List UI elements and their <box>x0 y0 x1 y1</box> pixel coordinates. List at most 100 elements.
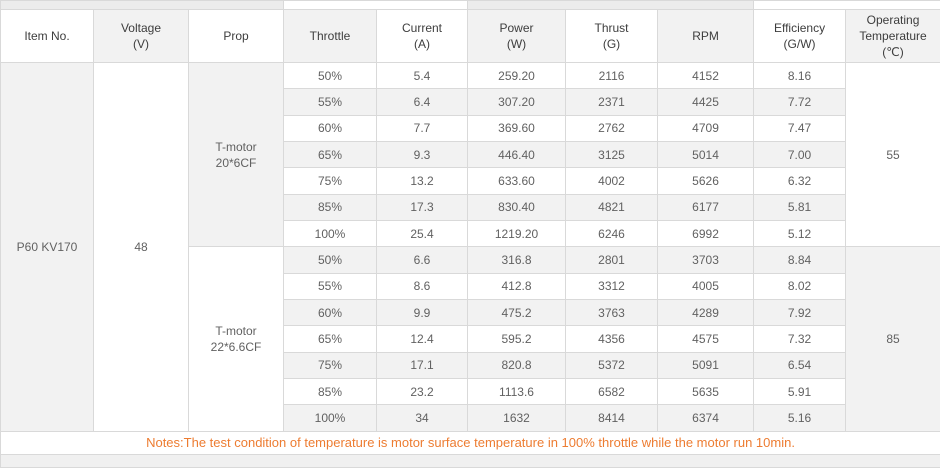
cell-thrust: 4821 <box>565 193 659 222</box>
cell-current: 13.2 <box>376 167 469 195</box>
cell-current: 12.4 <box>376 325 469 353</box>
top-strip-segment <box>467 0 755 10</box>
cell-power: 307.20 <box>467 88 567 116</box>
cell-current: 25.4 <box>376 220 469 248</box>
table-row: 55% 6.4 307.20 2371 4425 7.72 <box>1 88 940 116</box>
cell-rpm: 6177 <box>657 193 755 222</box>
col-header-voltage: Voltage (V) <box>93 9 189 63</box>
header-unit: (A) <box>414 37 431 51</box>
bottom-strip <box>0 454 940 468</box>
cell-current: 17.1 <box>376 351 469 380</box>
cell-efficiency: 7.92 <box>753 299 847 327</box>
cell-current: 23.2 <box>376 378 469 406</box>
header-label: Prop <box>223 28 249 43</box>
cell-throttle: 55% <box>283 88 378 116</box>
cell-throttle: 85% <box>283 193 378 222</box>
cell-throttle: 60% <box>283 299 378 327</box>
cell-power: 820.8 <box>467 351 567 380</box>
cell-current: 34 <box>376 404 469 432</box>
cell-throttle: 50% <box>283 246 378 274</box>
table-row: 65% 12.4 595.2 4356 4575 7.32 <box>1 325 940 353</box>
cell-power: 475.2 <box>467 299 567 327</box>
cell-efficiency: 8.16 <box>753 61 847 90</box>
cell-prop: T-motor 20*6CF <box>187 61 285 248</box>
cell-throttle: 65% <box>283 325 378 353</box>
cell-efficiency: 8.02 <box>753 272 847 301</box>
cell-throttle: 100% <box>283 220 378 248</box>
notes-text: Notes:The test condition of temperature … <box>0 431 940 455</box>
header-label: Throttle <box>309 28 351 43</box>
cell-thrust: 8414 <box>565 404 659 432</box>
cell-rpm: 5626 <box>657 167 755 195</box>
cell-throttle: 75% <box>283 351 378 380</box>
cell-current: 6.6 <box>376 246 469 274</box>
header-label: Operating Temperature <box>859 12 927 43</box>
cell-current: 9.9 <box>376 299 469 327</box>
col-header-thrust: Thrust (G) <box>565 9 659 63</box>
cell-efficiency: 8.84 <box>753 246 847 274</box>
cell-power: 259.20 <box>467 61 567 90</box>
cell-efficiency: 6.32 <box>753 167 847 195</box>
cell-power: 1219.20 <box>467 220 567 248</box>
cell-prop: T-motor 22*6.6CF <box>187 246 285 432</box>
col-header-prop: Prop <box>187 9 285 63</box>
top-strip-row <box>0 0 940 10</box>
cell-rpm: 4152 <box>657 61 755 90</box>
cell-rpm: 4289 <box>657 299 755 327</box>
top-strip-segment <box>0 0 285 10</box>
cell-efficiency: 6.54 <box>753 351 847 380</box>
cell-efficiency: 5.16 <box>753 404 847 432</box>
cell-current: 7.7 <box>376 114 469 143</box>
col-header-current: Current (A) <box>376 9 469 63</box>
cell-rpm: 4709 <box>657 114 755 143</box>
cell-efficiency: 7.47 <box>753 114 847 143</box>
header-label: Item No. <box>24 28 70 43</box>
cell-rpm: 5014 <box>657 141 755 169</box>
cell-voltage: 48 <box>93 62 189 432</box>
bottom-strip-row <box>0 454 940 468</box>
cell-thrust: 2116 <box>565 61 659 90</box>
cell-thrust: 5372 <box>565 351 659 380</box>
col-header-power: Power (W) <box>467 9 567 63</box>
header-label: Efficiency <box>773 20 826 35</box>
cell-power: 412.8 <box>467 272 567 301</box>
table-row: 75% 13.2 633.60 4002 5626 6.32 <box>1 167 940 195</box>
cell-thrust: 4356 <box>565 325 659 353</box>
prop-label: T-motor 22*6.6CF <box>210 324 262 355</box>
cell-efficiency: 5.81 <box>753 193 847 222</box>
cell-efficiency: 5.91 <box>753 378 847 406</box>
cell-thrust: 3125 <box>565 141 659 169</box>
header-row: Item No. Voltage (V) Prop Throttle Curren… <box>0 9 940 63</box>
cell-throttle: 100% <box>283 404 378 432</box>
top-strip-segment <box>753 0 940 10</box>
col-header-operating-temperature: Operating Temperature (℃) <box>845 9 940 63</box>
cell-thrust: 2762 <box>565 114 659 143</box>
table-row: 60% 7.7 369.60 2762 4709 7.47 <box>1 114 940 143</box>
cell-throttle: 55% <box>283 272 378 301</box>
cell-rpm: 6374 <box>657 404 755 432</box>
header-label: Voltage <box>120 20 162 35</box>
col-header-item-no: Item No. <box>0 9 94 63</box>
col-header-rpm: RPM <box>657 9 755 63</box>
table-row: 75% 17.1 820.8 5372 5091 6.54 <box>1 351 940 380</box>
table-row: 85% 23.2 1113.6 6582 5635 5.91 <box>1 378 940 406</box>
cell-thrust: 6246 <box>565 220 659 248</box>
cell-rpm: 3703 <box>657 246 755 274</box>
table-row: 85% 17.3 830.40 4821 6177 5.81 <box>1 193 940 222</box>
cell-power: 369.60 <box>467 114 567 143</box>
cell-thrust: 2371 <box>565 88 659 116</box>
cell-operating-temperature: 85 <box>845 246 940 432</box>
header-label: Thrust <box>594 20 629 35</box>
cell-item-no: P60 KV170 <box>0 62 94 432</box>
cell-rpm: 4005 <box>657 272 755 301</box>
header-unit: (W) <box>506 37 527 51</box>
cell-rpm: 5635 <box>657 378 755 406</box>
cell-power: 446.40 <box>467 141 567 169</box>
header-label: RPM <box>692 28 719 43</box>
cell-thrust: 6582 <box>565 378 659 406</box>
cell-power: 316.8 <box>467 246 567 274</box>
cell-efficiency: 5.12 <box>753 220 847 248</box>
table-row: 100% 25.4 1219.20 6246 6992 5.12 <box>1 220 940 248</box>
cell-throttle: 60% <box>283 114 378 143</box>
